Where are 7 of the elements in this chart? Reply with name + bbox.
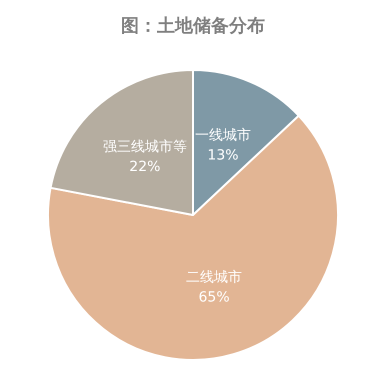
data-label: 65% — [198, 290, 230, 306]
slice-label: 一线城市 — [194, 128, 251, 144]
data-label: 13% — [207, 148, 239, 164]
slice-label: 强三线城市等 — [102, 138, 187, 155]
slice-label: 二线城市 — [186, 270, 242, 286]
chart-title: 图：土地储备分布 — [121, 16, 265, 36]
data-label: 22% — [129, 158, 160, 175]
